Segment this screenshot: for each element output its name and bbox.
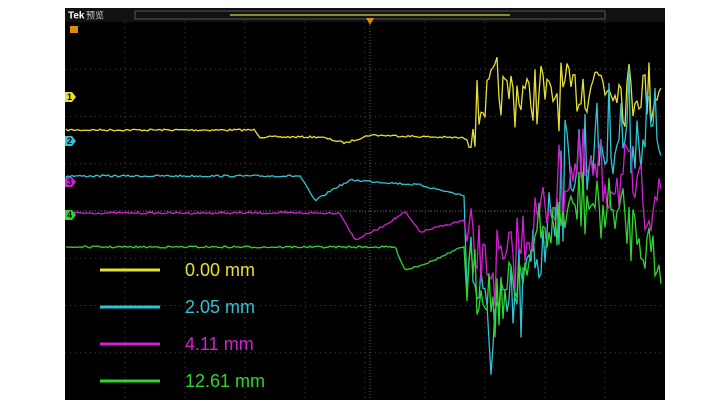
trace (65, 171, 662, 338)
mode: 预览 (86, 9, 104, 20)
trigger-level (70, 26, 78, 33)
traces: 1 2 3 4 (65, 57, 662, 375)
screen-background (65, 8, 665, 400)
legend-label: 2.05 mm (185, 297, 255, 317)
trace (65, 57, 662, 148)
legend: 0.00 mm 2.05 mm 4.11 mm 12.61 mm (100, 260, 265, 391)
channel-marker (65, 177, 76, 187)
channel-marker (65, 92, 76, 102)
legend-label: 12.61 mm (185, 371, 265, 391)
trigger-position (366, 18, 374, 25)
graticule (65, 22, 665, 400)
legend-label: 4.11 mm (185, 334, 254, 354)
channel-marker (65, 136, 76, 146)
trace (65, 128, 662, 307)
legend-label: 0.00 mm (185, 260, 255, 280)
brand: Tek (68, 11, 85, 22)
channel-marker-label: 2 (67, 136, 72, 146)
channel-marker-label: 1 (67, 92, 72, 102)
channel-marker (65, 210, 76, 220)
channel-marker-label: 3 (67, 177, 72, 187)
channel-marker-label: 4 (67, 210, 72, 220)
